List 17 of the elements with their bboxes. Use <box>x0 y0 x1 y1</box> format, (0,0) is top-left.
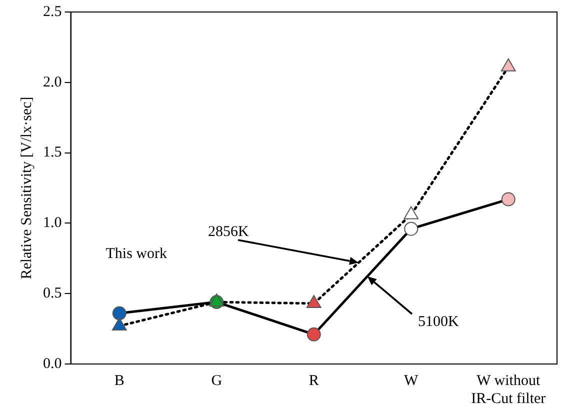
x-tick-label: G <box>211 372 222 389</box>
x-tick-label: R <box>308 372 319 389</box>
y-tick-label: 0.0 <box>43 356 62 372</box>
y-tick-label: 1.0 <box>43 215 62 232</box>
point <box>112 306 126 320</box>
annotation: 5100K <box>418 314 459 330</box>
y-tick-label: 2.5 <box>43 4 62 20</box>
annotation: 2856K <box>208 224 249 240</box>
y-axis-title: Relative Sensitivity [V/lx·sec] <box>18 96 35 280</box>
x-tick-label: W without IR-Cut filter <box>471 372 546 407</box>
y-tick-label: 2.0 <box>43 74 62 90</box>
annotation: This work <box>106 246 168 262</box>
y-tick-label: 0.5 <box>43 286 62 302</box>
point <box>306 327 321 342</box>
x-tick-label: B <box>114 372 124 389</box>
y-tick-label: 1.5 <box>43 144 62 161</box>
x-tick-label: W <box>404 372 420 389</box>
